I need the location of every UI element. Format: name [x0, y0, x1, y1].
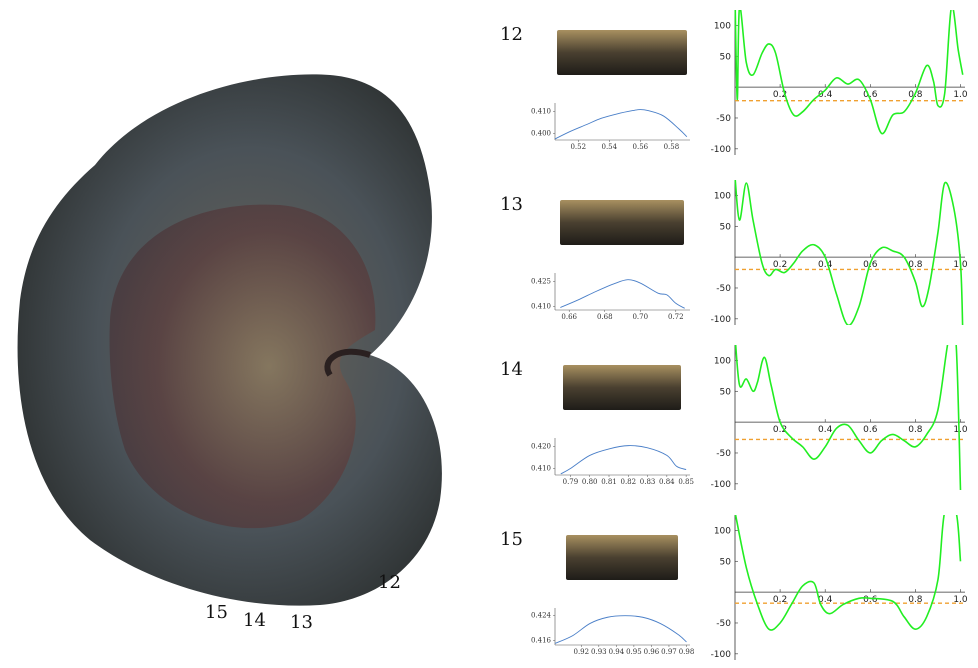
data-line: [561, 446, 686, 474]
x-tick-label: 0.96: [644, 648, 660, 656]
x-tick-label: 0.8: [908, 425, 923, 435]
x-tick-label: 0.85: [678, 478, 694, 486]
data-line: [735, 0, 963, 134]
thumbnail: [557, 30, 687, 75]
figure: 12 13 14 15 120.520.540.560.580.4000.410…: [0, 0, 978, 668]
data-line: [560, 280, 684, 309]
y-tick-label: -100: [711, 480, 732, 490]
x-tick-label: 0.72: [668, 313, 684, 321]
x-tick-label: 0.92: [574, 648, 590, 656]
x-tick-label: 0.54: [602, 143, 618, 151]
x-tick-label: 0.70: [632, 313, 648, 321]
x-tick-label: 0.83: [640, 478, 656, 486]
row-label: 13: [500, 194, 523, 215]
y-tick-label: 0.425: [531, 277, 551, 285]
specimen-label: 15: [205, 602, 228, 623]
y-tick-label: -100: [711, 650, 732, 660]
y-tick-label: 0.420: [531, 443, 551, 451]
x-tick-label: 0.82: [620, 478, 636, 486]
profile-chart: 12 0.52 0.54 0.56 0.58 0.400 0.410: [500, 24, 690, 151]
x-tick-label: 0.2: [773, 260, 787, 270]
specimen-label: 12: [378, 572, 401, 593]
x-tick-label: 0.6: [863, 425, 878, 435]
y-tick-label: 50: [720, 387, 732, 397]
thumbnail: [566, 535, 678, 580]
x-tick-label: 0.68: [597, 313, 613, 321]
row-label: 15: [500, 529, 523, 550]
y-tick-label: 50: [720, 557, 732, 567]
y-tick-label: 100: [714, 21, 731, 31]
y-tick-label: 0.424: [531, 612, 552, 620]
y-tick-label: -50: [716, 284, 731, 294]
data-line: [555, 616, 686, 644]
data-line: [735, 325, 960, 490]
data-line: [735, 505, 960, 631]
y-tick-label: 0.416: [531, 636, 552, 644]
row-label: 12: [500, 24, 523, 45]
y-tick-label: -100: [711, 145, 732, 155]
specimen-label: 13: [290, 612, 313, 633]
y-tick-label: 0.410: [531, 303, 551, 311]
x-tick-label: 0.97: [661, 648, 677, 656]
x-tick-label: 0.94: [609, 648, 625, 656]
y-tick-label: 50: [720, 52, 732, 62]
specimen-label: 14: [243, 610, 266, 631]
x-tick-label: 0.56: [633, 143, 649, 151]
y-tick-label: 100: [714, 356, 731, 366]
y-tick-label: -100: [711, 315, 732, 325]
x-tick-label: 0.80: [582, 478, 598, 486]
y-tick-label: 100: [714, 526, 731, 536]
x-tick-label: 0.95: [626, 648, 642, 656]
y-tick-label: -50: [716, 449, 731, 459]
y-tick-label: 100: [714, 191, 731, 201]
y-tick-label: 0.410: [531, 108, 551, 116]
y-tick-label: 50: [720, 222, 732, 232]
x-tick-label: 0.84: [659, 478, 675, 486]
x-tick-label: 0.52: [570, 143, 586, 151]
specimen-image: [18, 74, 442, 605]
y-tick-label: -50: [716, 114, 731, 124]
data-line: [735, 177, 963, 331]
thumbnail: [560, 200, 684, 245]
y-tick-label: -50: [716, 619, 731, 629]
data-line: [555, 110, 687, 139]
x-tick-label: 0.81: [601, 478, 617, 486]
x-tick-label: 0.58: [664, 143, 680, 151]
x-tick-label: 1.0: [953, 425, 968, 435]
x-tick-label: 0.93: [591, 648, 607, 656]
y-tick-label: 0.400: [531, 129, 551, 137]
x-tick-label: 0.79: [563, 478, 579, 486]
x-tick-label: 0.66: [561, 313, 577, 321]
profile-chart: 13 0.66 0.68 0.70 0.72 0.410 0.425: [500, 194, 690, 321]
x-tick-label: 1.0: [953, 90, 968, 100]
thumbnail: [563, 365, 681, 410]
y-tick-label: 0.410: [531, 464, 551, 472]
x-tick-label: 0.98: [679, 648, 695, 656]
x-tick-label: 0.4: [818, 260, 833, 270]
row-label: 14: [500, 359, 523, 380]
x-tick-label: 0.4: [818, 425, 833, 435]
